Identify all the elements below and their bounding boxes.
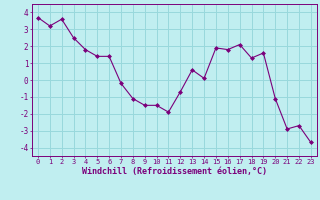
X-axis label: Windchill (Refroidissement éolien,°C): Windchill (Refroidissement éolien,°C) xyxy=(82,167,267,176)
